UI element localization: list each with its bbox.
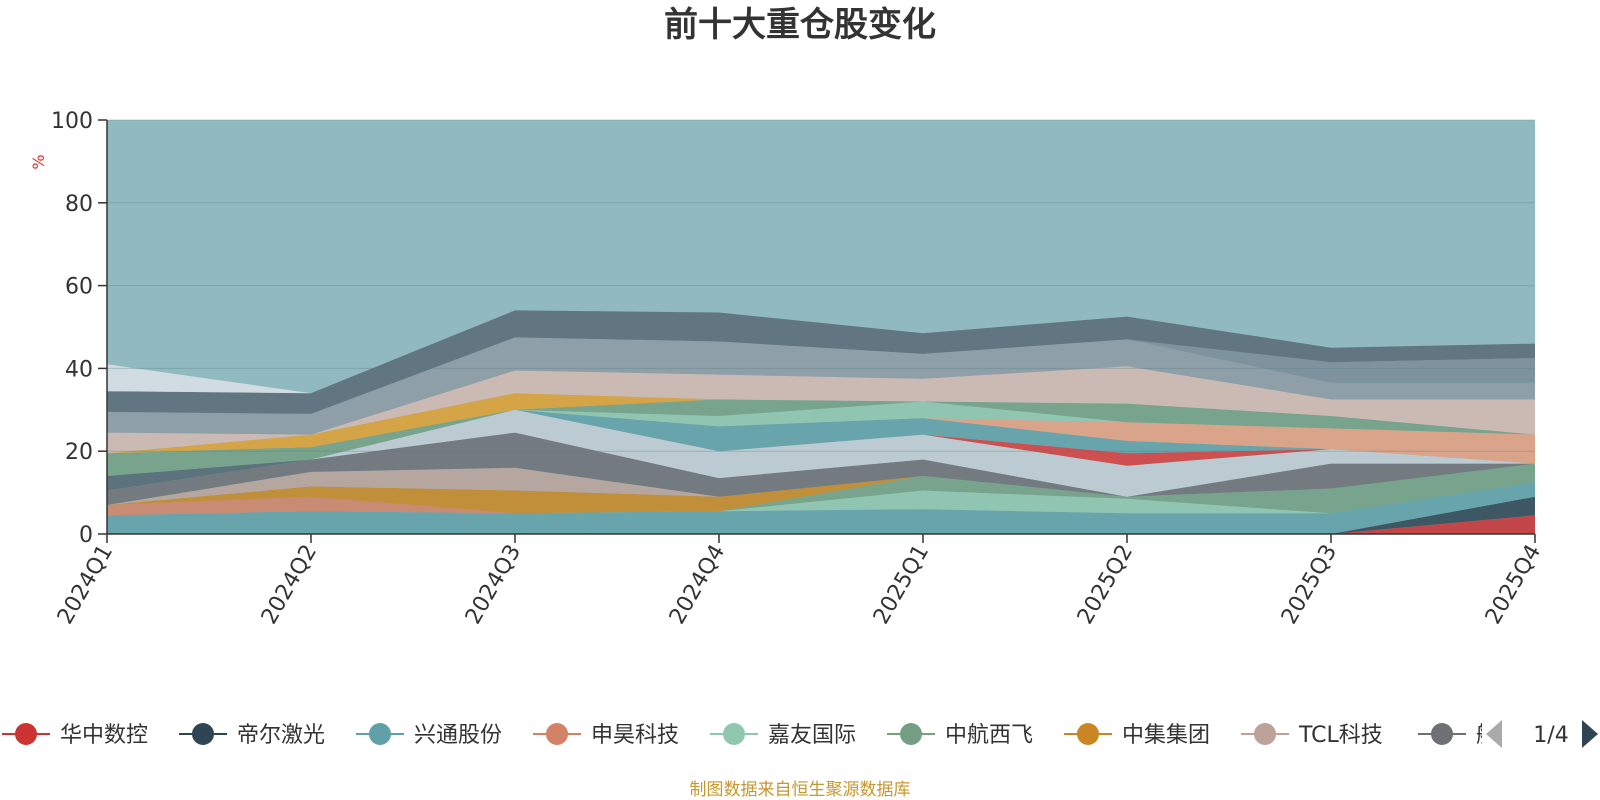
y-tick-label: 100 xyxy=(51,109,93,134)
x-tick-label: 2025Q1 xyxy=(869,541,934,629)
plot-areas xyxy=(107,120,1535,534)
area-series-0[interactable] xyxy=(107,515,1535,534)
area-series-3[interactable] xyxy=(107,482,1535,516)
legend: 华中数控 帝尔激光 兴通股份 申昊科技 嘉友国际 中航西飞 中集集团 TCL科技 航 1/4 xyxy=(2,720,1598,748)
area-series-8[interactable] xyxy=(107,432,1535,505)
legend-label: 嘉友国际 xyxy=(768,723,856,748)
area-series-15[interactable] xyxy=(107,401,1535,477)
x-tick-label: 2025Q4 xyxy=(1481,541,1546,629)
grid-lines xyxy=(107,119,1535,452)
x-tick-label: 2025Q3 xyxy=(1277,541,1342,629)
area-series-4[interactable] xyxy=(107,482,1535,514)
legend-marker xyxy=(723,723,745,745)
legend-item[interactable]: 申昊科技 xyxy=(533,723,679,748)
legend-marker xyxy=(900,723,922,745)
legend-marker xyxy=(192,723,214,745)
area-series-7[interactable] xyxy=(107,463,1535,505)
legend-label: 中集集团 xyxy=(1122,723,1210,748)
x-tick-label: 2024Q1 xyxy=(53,541,118,629)
y-axis: 0 20 40 60 80 100 xyxy=(51,109,108,548)
x-tick-label: 2024Q2 xyxy=(257,541,322,629)
legend-marker xyxy=(1077,723,1099,745)
legend-item[interactable]: 兴通股份 xyxy=(356,723,502,748)
y-tick-label: 40 xyxy=(65,357,93,382)
legend-label: 帝尔激光 xyxy=(237,723,325,748)
area-series-22[interactable] xyxy=(107,310,1535,394)
legend-label: 中航西飞 xyxy=(945,723,1033,748)
y-tick-label: 80 xyxy=(65,192,93,217)
source-note: 制图数据来自恒生聚源数据库 xyxy=(690,780,911,800)
y-tick-label: 60 xyxy=(65,275,93,300)
area-series-5[interactable] xyxy=(107,463,1535,514)
area-series-16[interactable] xyxy=(107,399,1535,476)
area-series-12[interactable] xyxy=(107,409,1535,476)
x-axis: 2024Q1 2024Q2 2024Q3 2024Q4 2025Q1 2025Q2 2025… xyxy=(53,533,1546,629)
area-series-13[interactable] xyxy=(107,409,1535,476)
legend-marker xyxy=(546,723,568,745)
area-series-6[interactable] xyxy=(107,463,1535,514)
legend-marker xyxy=(369,723,391,745)
x-tick-label: 2024Q3 xyxy=(461,541,526,629)
legend-marker xyxy=(15,723,37,745)
area-series-2[interactable] xyxy=(107,482,1535,534)
legend-marker xyxy=(1254,723,1276,745)
legend-marker xyxy=(1431,723,1453,745)
legend-item[interactable]: TCL科技 xyxy=(1241,723,1383,748)
area-series-19[interactable] xyxy=(107,337,1535,435)
legend-item[interactable]: 帝尔激光 xyxy=(179,723,325,748)
area-series-18[interactable] xyxy=(107,366,1535,454)
legend-item[interactable]: 嘉友国际 xyxy=(710,723,856,748)
x-tick-label: 2024Q4 xyxy=(665,541,730,629)
legend-items: 华中数控 帝尔激光 兴通股份 申昊科技 嘉友国际 中航西飞 中集集团 TCL科技 航 xyxy=(2,723,1498,748)
area-series-21[interactable] xyxy=(107,310,1535,414)
chart-title: 前十大重仓股变化 xyxy=(664,5,936,45)
legend-item[interactable]: 中航西飞 xyxy=(887,723,1033,748)
legend-label: 华中数控 xyxy=(60,723,148,748)
legend-label: 申昊科技 xyxy=(591,723,679,748)
legend-label: 航 xyxy=(1476,723,1498,748)
legend-item[interactable]: 中集集团 xyxy=(1064,723,1210,748)
area-series-17[interactable] xyxy=(107,393,1535,454)
y-tick-label: 20 xyxy=(65,440,93,465)
legend-page-indicator: 1/4 xyxy=(1533,723,1568,748)
y-tick-label: 0 xyxy=(79,523,93,548)
area-series-10[interactable] xyxy=(107,409,1535,497)
legend-item[interactable]: 航 xyxy=(1418,723,1498,748)
x-tick-label: 2025Q2 xyxy=(1073,541,1138,629)
y-axis-unit: % xyxy=(29,154,48,169)
legend-label: 兴通股份 xyxy=(414,723,502,748)
legend-prev-arrow-icon[interactable] xyxy=(1486,720,1502,748)
legend-label: TCL科技 xyxy=(1298,723,1383,748)
legend-next-arrow-icon[interactable] xyxy=(1582,720,1598,748)
legend-item[interactable]: 华中数控 xyxy=(2,723,148,748)
area-series-14[interactable] xyxy=(107,409,1535,476)
